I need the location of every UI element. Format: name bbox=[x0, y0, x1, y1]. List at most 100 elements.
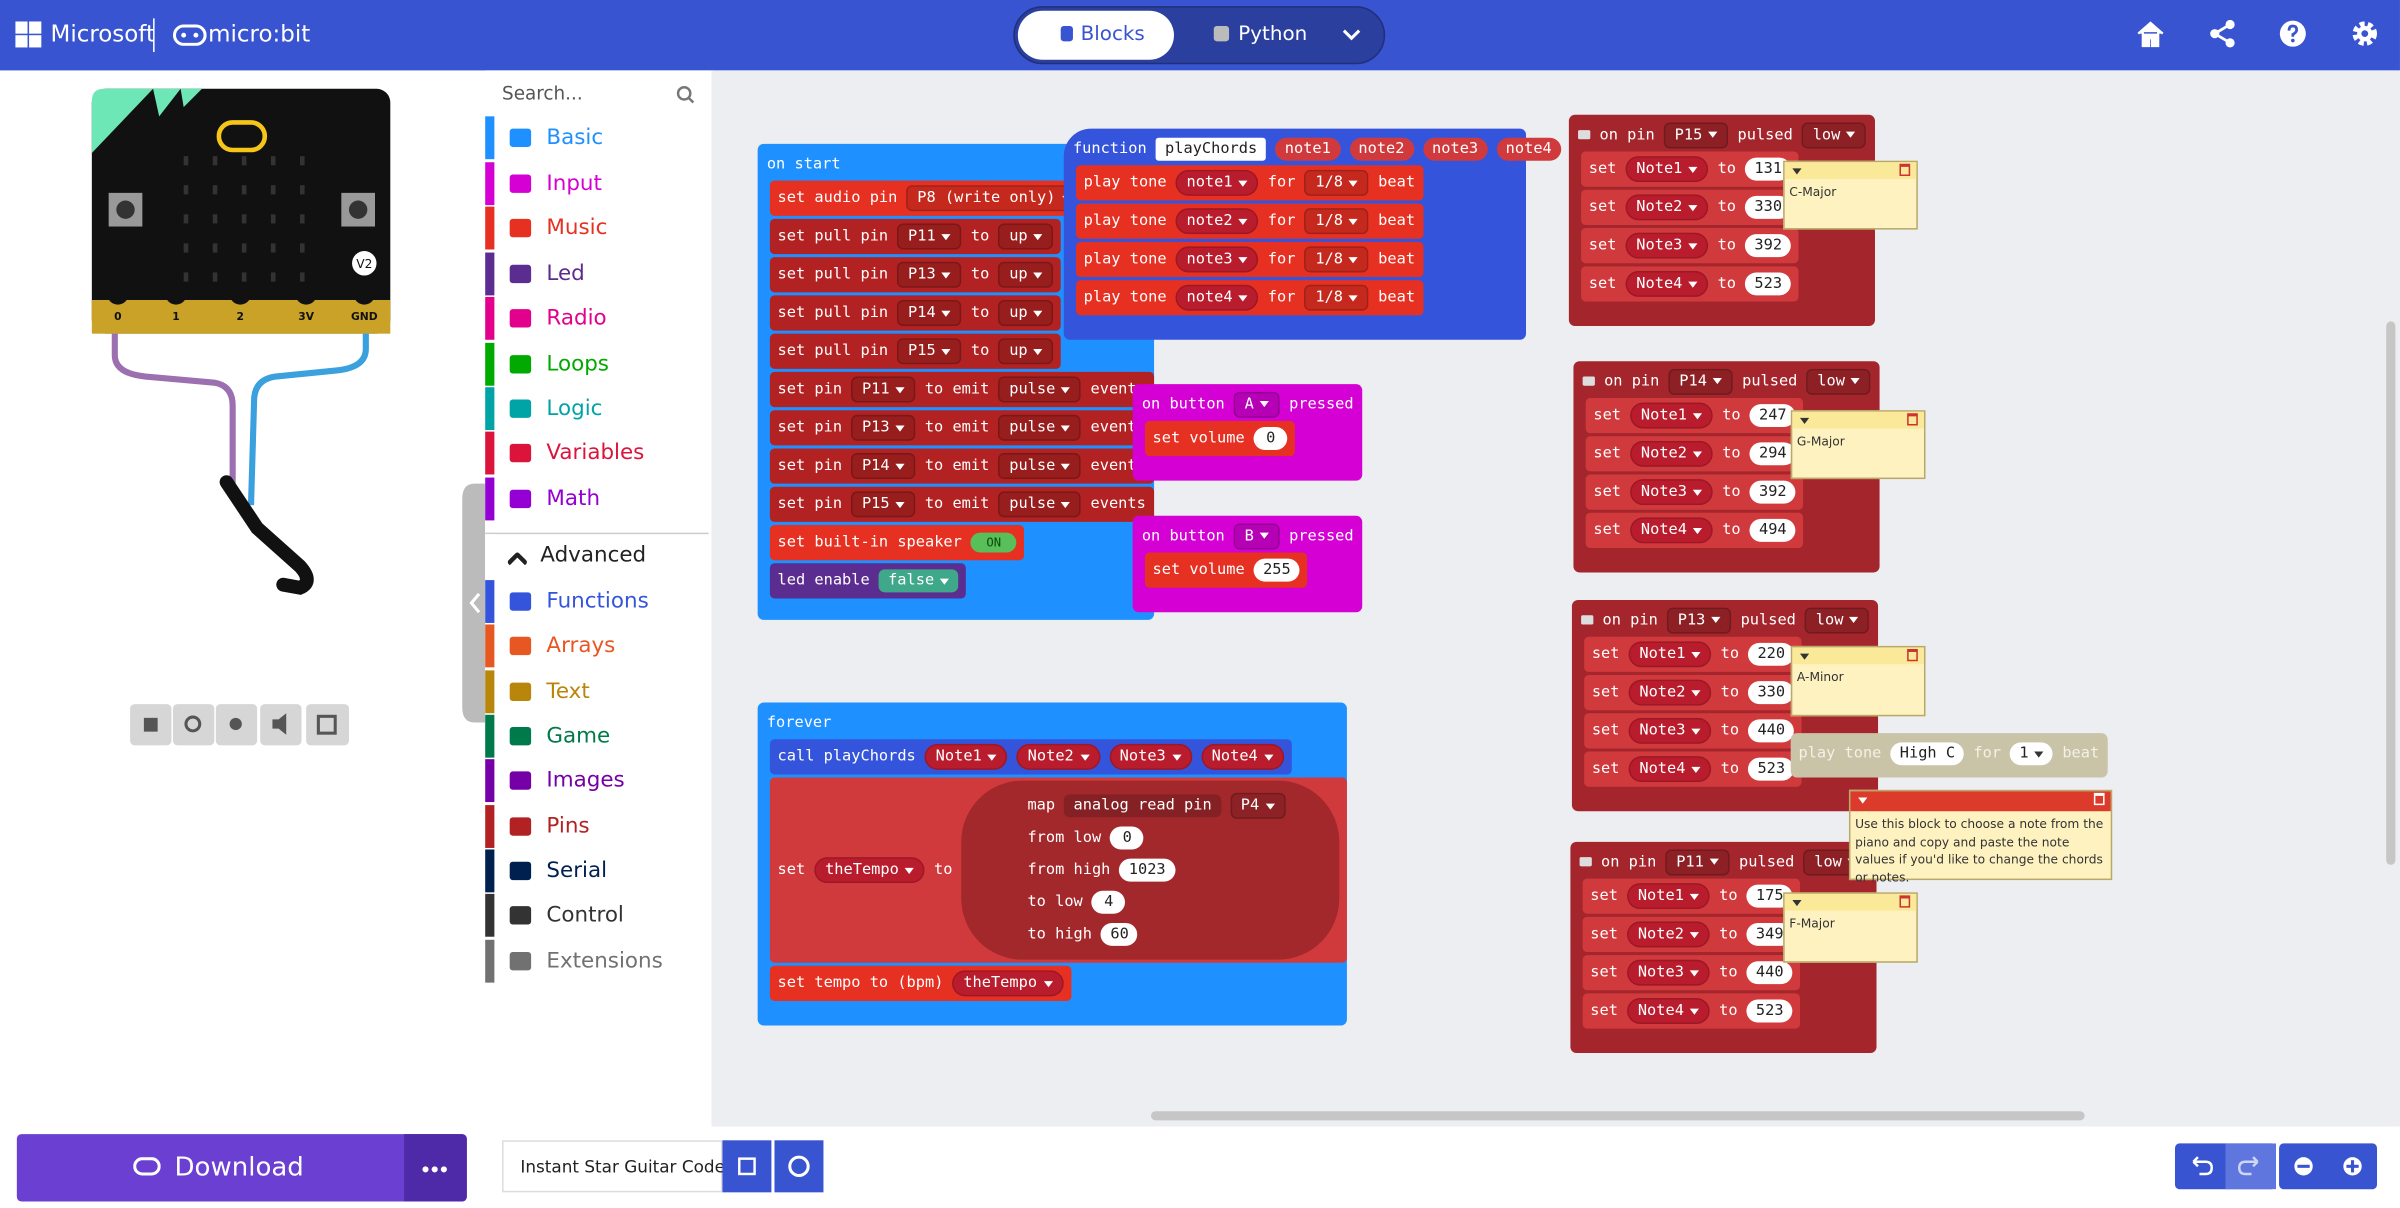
block-stack[interactable]: on pin P11 pulsed low set Note1 to 175 set Note2 t… bbox=[1570, 841, 1878, 1054]
category[interactable]: Pins bbox=[485, 805, 708, 848]
block-field[interactable]: Note3 bbox=[1625, 232, 1709, 259]
block-field[interactable]: Note4 bbox=[1625, 270, 1709, 297]
block-field[interactable]: P8 (write only) bbox=[906, 185, 1082, 212]
block-field[interactable]: 1/8 bbox=[1304, 246, 1370, 273]
block-field[interactable]: Note2 bbox=[1630, 440, 1714, 467]
block-field[interactable]: 1 bbox=[2010, 742, 2054, 766]
block-field[interactable]: false bbox=[878, 569, 959, 593]
download-button[interactable]: Download bbox=[16, 1134, 467, 1202]
block-field[interactable]: P14 bbox=[851, 453, 916, 480]
category[interactable]: Variables bbox=[485, 431, 708, 475]
v-scrollbar[interactable] bbox=[2386, 321, 2396, 865]
share-button[interactable] bbox=[2209, 19, 2237, 48]
more-button[interactable] bbox=[404, 1134, 467, 1202]
block-field[interactable]: pulse bbox=[998, 376, 1082, 403]
category[interactable]: Functions bbox=[485, 580, 708, 623]
tab-label[interactable]: Blocks bbox=[1080, 22, 1145, 46]
tab-active[interactable] bbox=[1017, 10, 1174, 60]
block-field[interactable]: P11 bbox=[851, 376, 916, 403]
block-field[interactable]: P13 bbox=[1667, 606, 1732, 633]
block-field[interactable]: 349 bbox=[1746, 922, 1793, 946]
category[interactable]: Arrays bbox=[485, 624, 708, 668]
block-field[interactable]: Note2 bbox=[1628, 679, 1712, 706]
block-field[interactable]: 330 bbox=[1745, 195, 1792, 219]
category[interactable]: Extensions bbox=[485, 939, 708, 983]
block-field[interactable]: 175 bbox=[1746, 884, 1793, 908]
category[interactable]: Basic bbox=[485, 116, 708, 160]
category[interactable]: Control bbox=[485, 893, 708, 937]
block-field[interactable]: pulse bbox=[998, 453, 1082, 480]
block-field[interactable]: 523 bbox=[1748, 757, 1795, 781]
block-field[interactable]: pulse bbox=[998, 414, 1082, 441]
block-field[interactable]: A bbox=[1233, 391, 1280, 418]
block-field[interactable]: B bbox=[1233, 522, 1280, 549]
block-field[interactable]: pulse bbox=[998, 491, 1082, 518]
block-field[interactable]: 1023 bbox=[1119, 858, 1175, 882]
block-field[interactable]: 440 bbox=[1748, 719, 1795, 743]
block-field[interactable]: note2 bbox=[1175, 208, 1259, 235]
settings-button[interactable] bbox=[2351, 20, 2379, 48]
block-field[interactable]: Note3 bbox=[1627, 959, 1710, 986]
block-field[interactable]: 60 bbox=[1101, 922, 1138, 946]
block-field[interactable]: note3 bbox=[1175, 246, 1259, 273]
block-field[interactable]: 392 bbox=[1745, 234, 1792, 258]
block-field[interactable]: 523 bbox=[1746, 999, 1793, 1023]
block-field[interactable]: Note3 bbox=[1630, 479, 1714, 506]
block-field[interactable]: 523 bbox=[1745, 272, 1792, 296]
search-box[interactable]: Search... bbox=[502, 82, 583, 105]
tab-label[interactable]: Python bbox=[1238, 22, 1308, 46]
block-field[interactable]: P14 bbox=[1668, 368, 1733, 395]
block-field[interactable]: P11 bbox=[1665, 848, 1730, 875]
block-field[interactable]: P13 bbox=[897, 261, 962, 288]
undo-redo-icons[interactable] bbox=[2175, 1143, 2277, 1190]
block-field[interactable]: 392 bbox=[1749, 480, 1796, 504]
block-field[interactable]: Note1 bbox=[1627, 883, 1710, 910]
block-field[interactable]: theTempo bbox=[814, 857, 925, 884]
block-field[interactable]: low bbox=[1806, 368, 1871, 395]
block-field[interactable]: Note4 bbox=[1627, 997, 1710, 1024]
help-button[interactable] bbox=[2279, 20, 2307, 48]
block-field[interactable]: 330 bbox=[1748, 681, 1795, 705]
home-button[interactable] bbox=[2135, 20, 2166, 48]
block-field[interactable]: 4 bbox=[1091, 890, 1126, 914]
block-field[interactable]: P15 bbox=[897, 338, 962, 365]
block-field[interactable]: Note4 bbox=[1200, 743, 1284, 770]
project-name-input[interactable]: Instant Star Guitar Code bbox=[502, 1140, 725, 1193]
block-field[interactable]: Note4 bbox=[1630, 517, 1714, 544]
block-field[interactable]: P11 bbox=[897, 223, 962, 250]
block-field[interactable]: Note2 bbox=[1625, 194, 1709, 221]
block-stack[interactable]: forever call playChords Note1 Note2 Note3 Not… bbox=[757, 702, 1347, 1026]
block-field[interactable]: P4 bbox=[1230, 792, 1286, 819]
category[interactable]: Serial bbox=[485, 849, 708, 893]
block-field[interactable]: up bbox=[998, 338, 1054, 365]
block-field[interactable]: 131 bbox=[1745, 157, 1792, 181]
category[interactable]: Radio bbox=[485, 296, 708, 340]
block-field[interactable]: Note1 bbox=[1625, 156, 1709, 183]
block-field[interactable]: Note3 bbox=[1628, 717, 1712, 744]
collapse-handle[interactable] bbox=[462, 483, 486, 723]
block-field[interactable]: 294 bbox=[1749, 442, 1796, 466]
zoom-icons[interactable] bbox=[2279, 1143, 2377, 1189]
block-field[interactable]: Note1 bbox=[924, 743, 1008, 770]
block-field[interactable]: 1/8 bbox=[1304, 169, 1370, 196]
block-field[interactable]: theTempo bbox=[952, 970, 1064, 997]
category[interactable]: Led bbox=[485, 252, 708, 296]
block-field[interactable]: low bbox=[1801, 121, 1867, 148]
block-field[interactable]: 247 bbox=[1749, 404, 1796, 428]
download-label[interactable]: Download bbox=[174, 1152, 304, 1184]
category[interactable]: Loops bbox=[485, 342, 708, 386]
block-field[interactable]: 0 bbox=[1110, 826, 1145, 850]
block-field[interactable]: Note4 bbox=[1628, 756, 1712, 783]
category[interactable]: Text bbox=[485, 670, 708, 714]
block-field[interactable]: note1 bbox=[1175, 169, 1259, 196]
dropdown-icon[interactable] bbox=[1342, 28, 1361, 43]
block-field[interactable]: P13 bbox=[851, 414, 916, 441]
block-field[interactable]: up bbox=[998, 261, 1054, 288]
block-field[interactable]: 0 bbox=[1253, 427, 1288, 450]
block-field[interactable]: 494 bbox=[1749, 518, 1796, 542]
category[interactable]: Input bbox=[485, 162, 708, 206]
block-field[interactable]: low bbox=[1805, 606, 1870, 633]
block-field[interactable]: up bbox=[998, 223, 1054, 250]
